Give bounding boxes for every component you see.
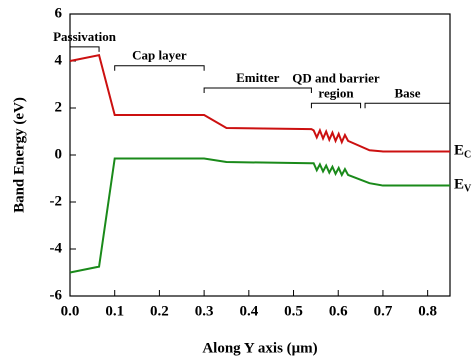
bracket bbox=[114, 65, 205, 71]
series-line bbox=[69, 53, 450, 153]
series-label: EC bbox=[454, 143, 471, 161]
annotation-text: region bbox=[318, 85, 354, 100]
x-tick-label: 0.4 bbox=[239, 303, 258, 319]
annotation-text: Emitter bbox=[236, 70, 280, 85]
annotation-text: Cap layer bbox=[132, 48, 187, 63]
series-label: EV bbox=[454, 177, 472, 195]
series-name: E bbox=[454, 177, 464, 193]
series-subscript: V bbox=[464, 184, 472, 195]
bracket bbox=[310, 102, 362, 109]
series-line bbox=[69, 157, 450, 274]
x-tick-label: 0.3 bbox=[195, 303, 214, 319]
annotation-text: QD and barrier bbox=[292, 70, 380, 85]
x-tick-label: 0.6 bbox=[329, 303, 348, 319]
series-name: E bbox=[454, 143, 464, 159]
y-tick-label: -6 bbox=[50, 287, 63, 303]
x-tick-label: 0.0 bbox=[61, 303, 80, 319]
x-tick-label: 0.1 bbox=[105, 303, 124, 319]
x-axis-title: Along Y axis (μm) bbox=[202, 340, 317, 356]
series-subscript: C bbox=[464, 150, 471, 161]
y-axis-title: Band Energy (eV) bbox=[11, 97, 27, 213]
y-tick-label: -4 bbox=[50, 240, 63, 256]
x-tick-label: 0.7 bbox=[374, 303, 393, 319]
y-tick-label: 4 bbox=[55, 52, 63, 68]
y-tick-label: -2 bbox=[50, 193, 63, 209]
bracket bbox=[203, 87, 312, 94]
y-tick-label: 6 bbox=[55, 5, 63, 21]
bracket bbox=[69, 46, 100, 52]
x-tick-label: 0.2 bbox=[150, 303, 169, 319]
x-tick-label: 0.8 bbox=[418, 303, 437, 319]
annotation-text: Passivation bbox=[53, 29, 117, 44]
bracket bbox=[364, 102, 451, 109]
x-tick-label: 0.5 bbox=[284, 303, 303, 319]
y-tick-label: 0 bbox=[55, 146, 63, 162]
annotation-text: Base bbox=[395, 85, 421, 100]
plot-frame bbox=[69, 13, 451, 297]
y-tick-label: 2 bbox=[55, 99, 63, 115]
